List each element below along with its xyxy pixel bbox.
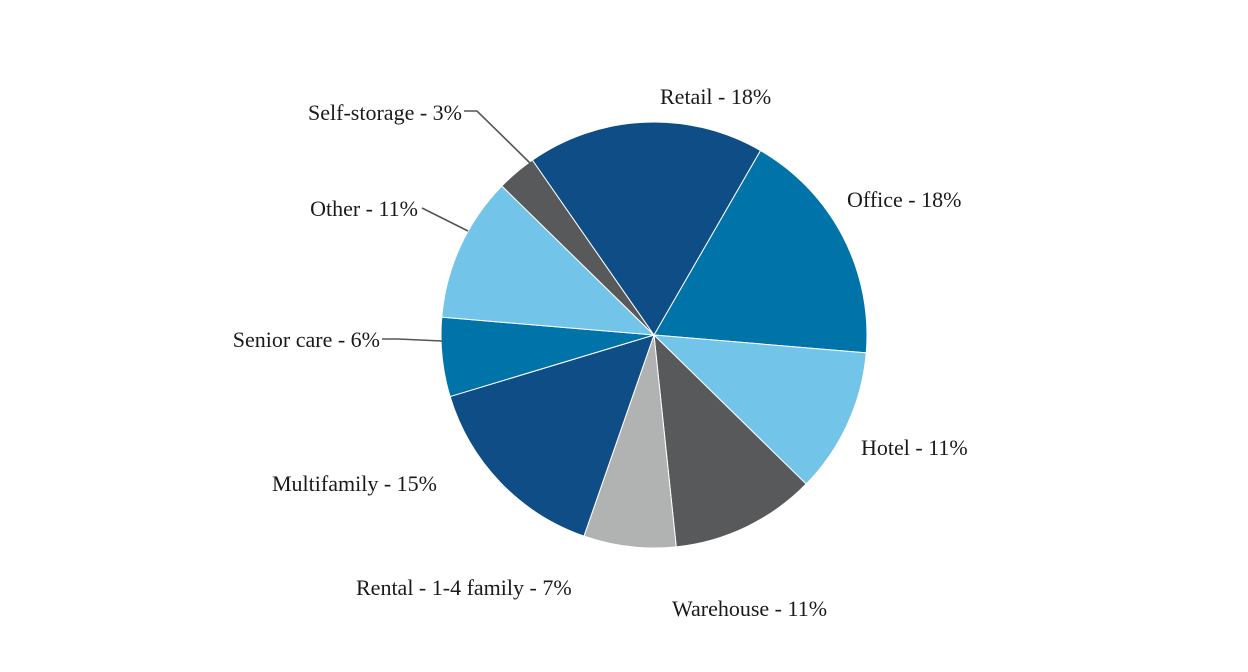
pie-slice-hotel (652, 334, 867, 485)
pie-slices (440, 121, 868, 549)
slice-labels: Office - 18% Hotel - 11% Warehouse - 11% Re… (233, 84, 968, 621)
pie-slice-office (653, 149, 868, 354)
slice-label-retail: Retail - 18% (660, 84, 771, 109)
slice-label-self-storage: Self-storage - 3% (308, 100, 462, 125)
pie-slice-retail (531, 121, 762, 336)
slice-label-office: Office - 18% (847, 187, 961, 212)
leader-lines (382, 110, 532, 342)
slice-label-senior-care: Senior care - 6% (233, 327, 380, 352)
pie-slice-multifamily (449, 334, 655, 537)
slice-label-multifamily: Multifamily - 15% (272, 471, 437, 496)
leader-line-senior-care (382, 338, 443, 342)
slice-label-rental-1-4-family: Rental - 1-4 family - 7% (356, 575, 572, 600)
slice-label-other: Other - 11% (310, 196, 418, 221)
slice-label-warehouse: Warehouse - 11% (672, 596, 827, 621)
pie-slice-other (441, 185, 656, 336)
leader-line-self-storage (464, 110, 532, 165)
leader-line-other (421, 207, 469, 232)
slice-label-hotel: Hotel - 11% (861, 435, 968, 460)
pie-slice-warehouse (653, 333, 807, 548)
